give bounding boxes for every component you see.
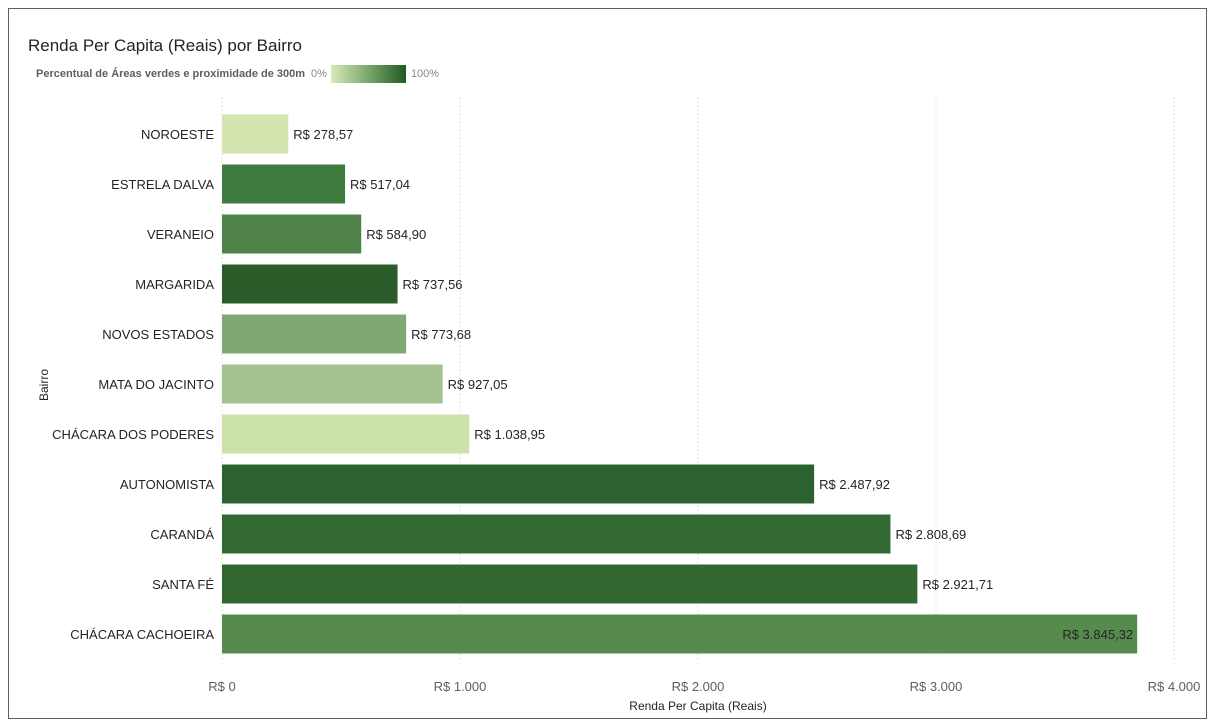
legend-title: Percentual de Áreas verdes e proximidade… bbox=[36, 68, 306, 80]
category-label: CARANDÁ bbox=[150, 527, 214, 542]
data-label: R$ 584,90 bbox=[366, 227, 426, 242]
bar bbox=[222, 264, 398, 304]
x-tick-label: R$ 0 bbox=[208, 679, 235, 694]
category-label: ESTRELA DALVA bbox=[111, 177, 214, 192]
category-label: CHÁCARA DOS PODERES bbox=[52, 427, 214, 442]
data-label: R$ 927,05 bbox=[448, 377, 508, 392]
legend-min-label: 0% bbox=[311, 68, 327, 80]
color-legend: Percentual de Áreas verdes e proximidade… bbox=[36, 65, 439, 83]
data-label: R$ 2.808,69 bbox=[895, 527, 966, 542]
category-label: NOROESTE bbox=[141, 127, 214, 142]
x-axis-title: Renda Per Capita (Reais) bbox=[629, 699, 766, 713]
category-label: CHÁCARA CACHOEIRA bbox=[70, 627, 214, 642]
data-label: R$ 2.921,71 bbox=[922, 577, 993, 592]
x-tick-label: R$ 4.000 bbox=[1148, 679, 1201, 694]
bar bbox=[222, 564, 918, 604]
data-label: R$ 773,68 bbox=[411, 327, 471, 342]
category-label: AUTONOMISTA bbox=[120, 477, 214, 492]
bar bbox=[222, 514, 891, 554]
category-label: MARGARIDA bbox=[135, 277, 214, 292]
category-label: MATA DO JACINTO bbox=[98, 377, 214, 392]
y-axis-title: Bairro bbox=[37, 369, 51, 401]
data-label: R$ 278,57 bbox=[293, 127, 353, 142]
bar bbox=[222, 364, 443, 404]
bar bbox=[222, 214, 362, 254]
data-label: R$ 737,56 bbox=[403, 277, 463, 292]
x-tick-label: R$ 3.000 bbox=[910, 679, 963, 694]
bar bbox=[222, 414, 470, 454]
data-label: R$ 2.487,92 bbox=[819, 477, 890, 492]
bar bbox=[222, 164, 346, 204]
bar bbox=[222, 114, 289, 154]
category-label: SANTA FÉ bbox=[152, 577, 214, 592]
legend-gradient-bar bbox=[330, 65, 406, 83]
bar bbox=[222, 464, 815, 504]
category-label: NOVOS ESTADOS bbox=[102, 327, 214, 342]
data-label: R$ 517,04 bbox=[350, 177, 410, 192]
bar bbox=[222, 614, 1138, 654]
bar bbox=[222, 314, 407, 354]
category-label: VERANEIO bbox=[147, 227, 214, 242]
legend-max-label: 100% bbox=[410, 68, 440, 80]
data-label: R$ 1.038,95 bbox=[474, 427, 545, 442]
chart-title: Renda Per Capita (Reais) por Bairro bbox=[28, 36, 303, 55]
data-label: R$ 3.845,32 bbox=[1062, 627, 1133, 642]
x-tick-label: R$ 2.000 bbox=[672, 679, 725, 694]
x-tick-label: R$ 1.000 bbox=[434, 679, 487, 694]
